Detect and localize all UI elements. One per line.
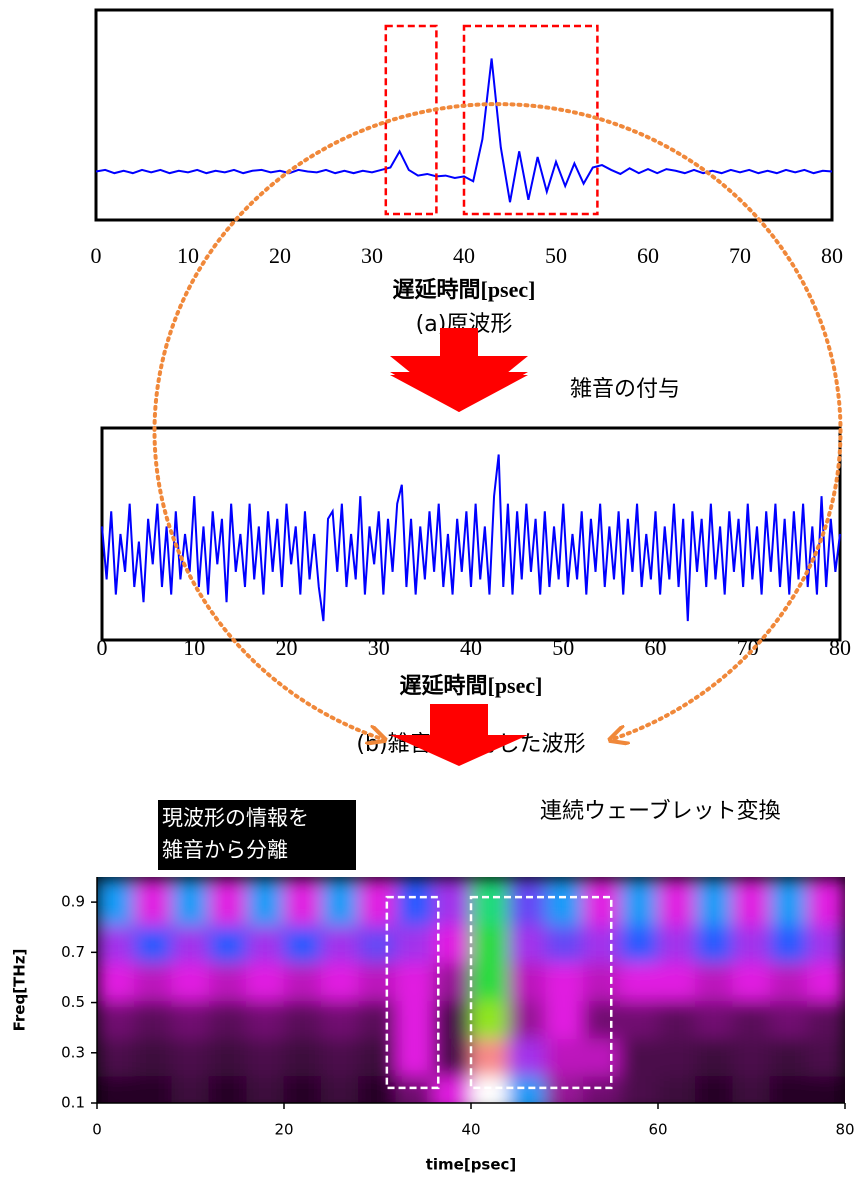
heatmap-blur <box>97 878 845 1103</box>
annotation: 現波形の情報を <box>162 806 309 830</box>
x-tick-label: 80 <box>821 243 843 268</box>
heatmap-cell <box>620 878 659 926</box>
x-tick-label: 20 <box>274 1121 293 1139</box>
heatmap-cell <box>283 878 322 926</box>
highlight-box <box>469 895 613 1090</box>
heatmap-cell <box>470 878 509 926</box>
x-tick-label: 40 <box>460 635 482 660</box>
x-tick-label: 30 <box>368 635 390 660</box>
heatmap-cell <box>582 878 621 926</box>
heatmap-cell <box>97 878 135 926</box>
x-tick-label: 80 <box>829 635 851 660</box>
annotation: 雑音から分離 <box>162 838 288 862</box>
connector <box>152 102 843 740</box>
y-tick-label: 0.7 <box>61 943 85 961</box>
x-tick-label: 40 <box>461 1121 480 1139</box>
x-tick-label: 70 <box>737 635 759 660</box>
x-tick-label: 60 <box>645 635 667 660</box>
y-axis-label: Freq[THz] <box>11 949 29 1032</box>
x-tick-label: 0 <box>92 1121 102 1139</box>
heatmap-cell <box>769 878 808 926</box>
heatmap-cell <box>545 878 584 926</box>
heatmap-cell <box>695 878 734 926</box>
heatmap-cell <box>395 878 434 926</box>
heatmap-cell <box>807 878 845 926</box>
heatmap-cell <box>657 878 696 926</box>
annotation-box <box>158 800 356 870</box>
x-tick-label: 80 <box>835 1121 854 1139</box>
heatmap-cell <box>246 878 285 926</box>
x-tick-label: 0 <box>97 635 108 660</box>
heatmap-cell <box>321 878 360 926</box>
y-tick-label: 0.1 <box>61 1094 85 1112</box>
heatmap-cell <box>208 878 247 926</box>
heatmap-cell <box>358 878 397 926</box>
arrow <box>390 356 528 412</box>
y-tick-label: 0.5 <box>61 993 85 1011</box>
highlight-box <box>385 895 440 1090</box>
x-tick-label: 10 <box>177 243 199 268</box>
annotation: 連続ウェーブレット変換 <box>540 799 781 824</box>
heatmap-cell <box>433 878 472 926</box>
x-tick-label: 30 <box>361 243 383 268</box>
y-tick-label: 0.3 <box>61 1043 85 1061</box>
x-tick-label: 0 <box>91 243 102 268</box>
x-tick-label: 60 <box>637 243 659 268</box>
highlight-box <box>384 24 438 216</box>
heatmap-cells <box>97 878 845 1103</box>
heatmap-cell <box>732 878 771 926</box>
heatmap-cell <box>134 878 173 926</box>
x-tick-label: 60 <box>648 1121 667 1139</box>
x-tick-label: 20 <box>276 635 298 660</box>
x-axis-label: 遅延時間[psec] <box>400 673 543 698</box>
annotation: 雑音の付与 <box>570 377 680 402</box>
x-tick-label: 40 <box>453 243 475 268</box>
x-tick-label: 50 <box>545 243 567 268</box>
highlight-box <box>462 24 599 216</box>
x-tick-label: 10 <box>183 635 205 660</box>
heatmap-cell <box>171 878 210 926</box>
heatmap-cell <box>508 878 547 926</box>
x-tick-label: 70 <box>729 243 751 268</box>
waveform <box>101 454 841 622</box>
x-axis-label: 遅延時間[psec] <box>393 277 536 302</box>
plot-frame <box>100 426 842 642</box>
x-axis-label: time[psec] <box>426 1156 517 1174</box>
y-tick-label: 0.9 <box>61 893 85 911</box>
x-tick-label: 50 <box>552 635 574 660</box>
x-tick-label: 20 <box>269 243 291 268</box>
